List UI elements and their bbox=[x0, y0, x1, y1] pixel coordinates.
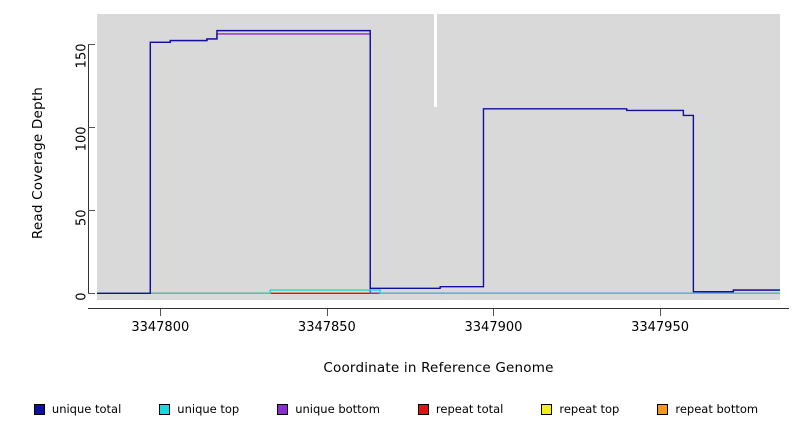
legend-label: unique total bbox=[51, 402, 122, 416]
series-line-unique-bottom bbox=[97, 34, 780, 293]
y-tick-0 bbox=[88, 293, 95, 295]
y-tick-label-0: 0 bbox=[74, 292, 90, 302]
x-tick-0 bbox=[160, 309, 162, 316]
plot-panel bbox=[97, 14, 780, 300]
series-line-unique-top bbox=[97, 290, 780, 293]
legend-label: unique top bbox=[177, 402, 240, 416]
y-tick-label-3: 150 bbox=[74, 43, 90, 69]
y-tick-label-1: 50 bbox=[74, 209, 90, 227]
y-tick-1 bbox=[88, 210, 95, 212]
legend-swatch-icon bbox=[277, 403, 289, 415]
x-tick-3 bbox=[660, 309, 662, 316]
legend-swatch-icon bbox=[417, 403, 429, 415]
y-tick-3 bbox=[88, 43, 95, 45]
legend-item-repeat-top[interactable]: repeat top bbox=[541, 402, 619, 416]
y-axis-line bbox=[88, 43, 89, 294]
y-tick-2 bbox=[88, 127, 95, 129]
legend-item-repeat-total[interactable]: repeat total bbox=[417, 402, 504, 416]
x-tick-2 bbox=[493, 309, 495, 316]
x-tick-label-0: 3347800 bbox=[131, 320, 190, 335]
x-tick-label-3: 3347950 bbox=[631, 320, 689, 335]
series-line-unique-total bbox=[97, 31, 780, 294]
legend-item-unique-top[interactable]: unique top bbox=[159, 402, 239, 416]
legend-item-unique-total[interactable]: unique total bbox=[33, 402, 122, 416]
legend-swatch-icon bbox=[657, 403, 669, 415]
legend-swatch-icon bbox=[541, 403, 553, 415]
legend-label: unique bottom bbox=[295, 402, 380, 416]
chart-legend: unique total unique top unique bottom repea… bbox=[0, 398, 792, 420]
legend-item-unique-bottom[interactable]: unique bottom bbox=[277, 402, 380, 416]
y-tick-label-2: 100 bbox=[74, 126, 90, 152]
x-axis-line bbox=[88, 308, 789, 309]
x-axis-title: Coordinate in Reference Genome bbox=[323, 360, 554, 376]
legend-label: repeat top bbox=[559, 402, 620, 416]
x-tick-label-2: 3347900 bbox=[464, 320, 523, 335]
legend-swatch-icon bbox=[33, 403, 45, 415]
x-tick-1 bbox=[326, 309, 328, 316]
legend-swatch-icon bbox=[159, 403, 171, 415]
legend-item-repeat-bottom[interactable]: repeat bottom bbox=[657, 402, 758, 416]
legend-label: repeat bottom bbox=[675, 402, 759, 416]
x-tick-label-1: 3347850 bbox=[297, 320, 356, 335]
plot-series-layer bbox=[97, 14, 780, 300]
legend-label: repeat total bbox=[435, 402, 504, 416]
y-axis-title: Read Coverage Depth bbox=[30, 86, 46, 240]
coverage-gap-marker bbox=[433, 14, 437, 108]
